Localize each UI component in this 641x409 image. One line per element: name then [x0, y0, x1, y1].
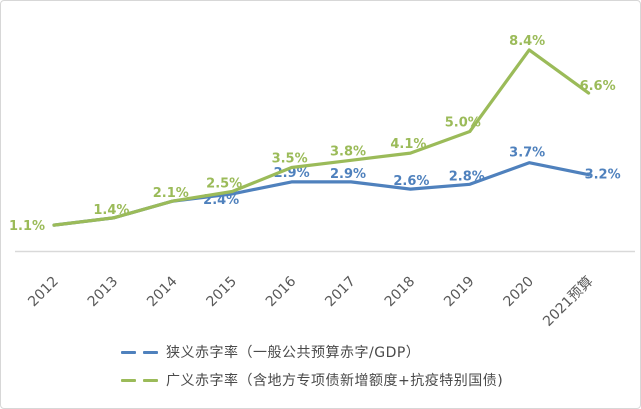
x-tick-label-0: 2012 — [25, 274, 62, 311]
narrow-point-label-3: 2.4% — [203, 193, 239, 208]
narrow-point-label-5: 2.9% — [330, 167, 366, 182]
x-tick-label-9: 2021预算 — [540, 274, 596, 330]
broad-point-label-8: 8.4% — [509, 34, 545, 49]
legend-label-narrow: 狭义赤字率（一般公共预算赤字/GDP） — [166, 345, 421, 361]
broad-point-label-9: 6.6% — [580, 79, 616, 94]
narrow-series-dash-icon — [121, 350, 136, 354]
x-tick-label-1: 2013 — [85, 274, 122, 311]
x-tick-label-3: 2015 — [204, 274, 241, 311]
legend-item-broad: 广义赤字率（含地方专项债新增额度+抗疫特别国债) — [121, 366, 640, 394]
x-tick-label-6: 2018 — [382, 274, 419, 311]
broad-point-label-7: 5.0% — [445, 116, 481, 131]
x-tick-label-2: 2014 — [144, 273, 181, 310]
broad-point-label-6: 4.1% — [390, 137, 426, 152]
x-tick-label-8: 2020 — [501, 274, 538, 311]
narrow-point-label-6: 2.6% — [393, 174, 429, 189]
broad-series-dash-icon — [121, 378, 136, 382]
deficit-chart-plot: 2012 2013 2014 2015 2016 2017 2018 2019 2020 2021… — [9, 34, 635, 330]
narrow-point-label-8: 3.7% — [509, 146, 545, 161]
broad-point-label-4: 3.5% — [272, 152, 308, 167]
narrow-point-label-9: 3.2% — [585, 168, 621, 183]
narrow-series-line — [52, 161, 591, 227]
legend-item-narrow: 狭义赤字率（一般公共预算赤字/GDP） — [121, 338, 640, 366]
x-tick-label-7: 2019 — [441, 274, 478, 311]
chart-legend: 狭义赤字率（一般公共预算赤字/GDP） 广义赤字率（含地方专项债新增额度+抗疫特… — [1, 338, 640, 394]
legend-label-broad: 广义赤字率（含地方专项债新增额度+抗疫特别国债) — [166, 373, 504, 389]
broad-point-label-0: 1.1% — [9, 219, 45, 234]
narrow-series-dash-icon — [143, 350, 158, 354]
broad-point-label-5: 3.8% — [330, 144, 366, 159]
broad-series-line — [52, 48, 591, 227]
broad-series-dash-icon — [143, 378, 158, 382]
broad-point-label-2: 2.1% — [153, 186, 189, 201]
broad-point-label-1: 1.4% — [93, 203, 129, 218]
narrow-point-label-7: 2.8% — [449, 169, 485, 184]
x-tick-label-4: 2016 — [263, 273, 300, 310]
broad-point-label-3: 2.5% — [206, 177, 242, 192]
x-tick-label-5: 2017 — [322, 274, 359, 311]
